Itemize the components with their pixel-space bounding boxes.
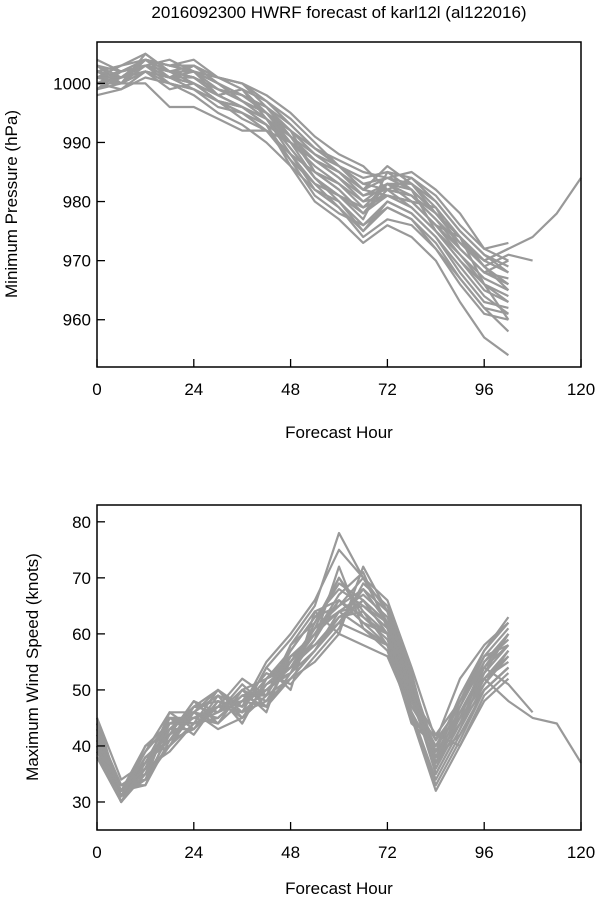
wind-y-tick-label: 40 — [72, 737, 91, 756]
pressure-y-axis-label: Minimum Pressure (hPa) — [2, 110, 21, 298]
pressure-x-tick-label: 48 — [281, 380, 300, 399]
wind-x-axis-label: Forecast Hour — [285, 879, 393, 898]
pressure-series-line-0 — [96, 58, 510, 291]
wind-plot-frame — [96, 504, 582, 831]
pressure-series-line-18 — [96, 64, 509, 309]
pressure-x-axis-label: Forecast Hour — [285, 423, 393, 442]
wind-x-tick-label: 24 — [184, 843, 203, 862]
pressure-x-tick-label: 120 — [567, 380, 595, 399]
pressure-series-line-6 — [96, 76, 510, 333]
pressure-x-tick-label: 24 — [184, 380, 203, 399]
wind-x-tick-label: 72 — [378, 843, 397, 862]
wind-series-line-19 — [96, 587, 510, 798]
wind-series-line-15 — [95, 571, 510, 804]
wind-y-tick-label: 50 — [72, 681, 91, 700]
pressure-series-line-23 — [96, 64, 509, 315]
wind-x-tick-label: 48 — [281, 843, 300, 862]
pressure-series-layer — [96, 52, 582, 357]
wind-y-tick-label: 70 — [72, 569, 91, 588]
pressure-plot-frame — [96, 41, 582, 368]
wind-series-line-23 — [96, 610, 510, 798]
wind-y-tick-label: 30 — [72, 793, 91, 812]
pressure-series-line-21 — [97, 64, 509, 298]
wind-ticks: 0 24 48 72 96 120 30 40 50 60 70 80 — [72, 513, 595, 862]
pressure-y-tick-label: 990 — [63, 133, 91, 152]
wind-y-tick-label: 60 — [72, 625, 91, 644]
pressure-y-tick-label: 960 — [63, 311, 91, 330]
pressure-x-tick-label: 0 — [92, 380, 101, 399]
pressure-series-line-19 — [96, 58, 533, 268]
wind-chart: 0 24 48 72 96 120 30 40 50 60 70 80 Forecast Hour M… — [23, 504, 595, 898]
pressure-y-tick-label: 980 — [63, 193, 91, 212]
figure-title: 2016092300 HWRF forecast of karl12l (al1… — [151, 3, 526, 22]
wind-series-layer — [95, 531, 582, 804]
pressure-chart: 0 24 48 72 96 120 960 970 980 990 1000 Forecast Ho… — [2, 41, 595, 442]
pressure-x-tick-label: 96 — [475, 380, 494, 399]
pressure-series-line-20 — [97, 70, 509, 274]
pressure-y-tick-label: 1000 — [53, 74, 91, 93]
wind-x-tick-label: 96 — [475, 843, 494, 862]
wind-y-axis-label: Maximum Wind Speed (knots) — [23, 553, 42, 781]
wind-x-tick-label: 120 — [567, 843, 595, 862]
pressure-series-line-15 — [96, 70, 509, 303]
pressure-series-line-17 — [96, 64, 582, 262]
wind-x-tick-label: 0 — [92, 843, 101, 862]
wind-series-line-22 — [95, 531, 510, 792]
pressure-y-tick-label: 970 — [63, 252, 91, 271]
pressure-ticks: 0 24 48 72 96 120 960 970 980 990 1000 — [53, 74, 595, 399]
pressure-series-line-13 — [96, 70, 509, 321]
wind-series-line-21 — [95, 599, 510, 804]
wind-y-tick-label: 80 — [72, 513, 91, 532]
pressure-x-tick-label: 72 — [378, 380, 397, 399]
